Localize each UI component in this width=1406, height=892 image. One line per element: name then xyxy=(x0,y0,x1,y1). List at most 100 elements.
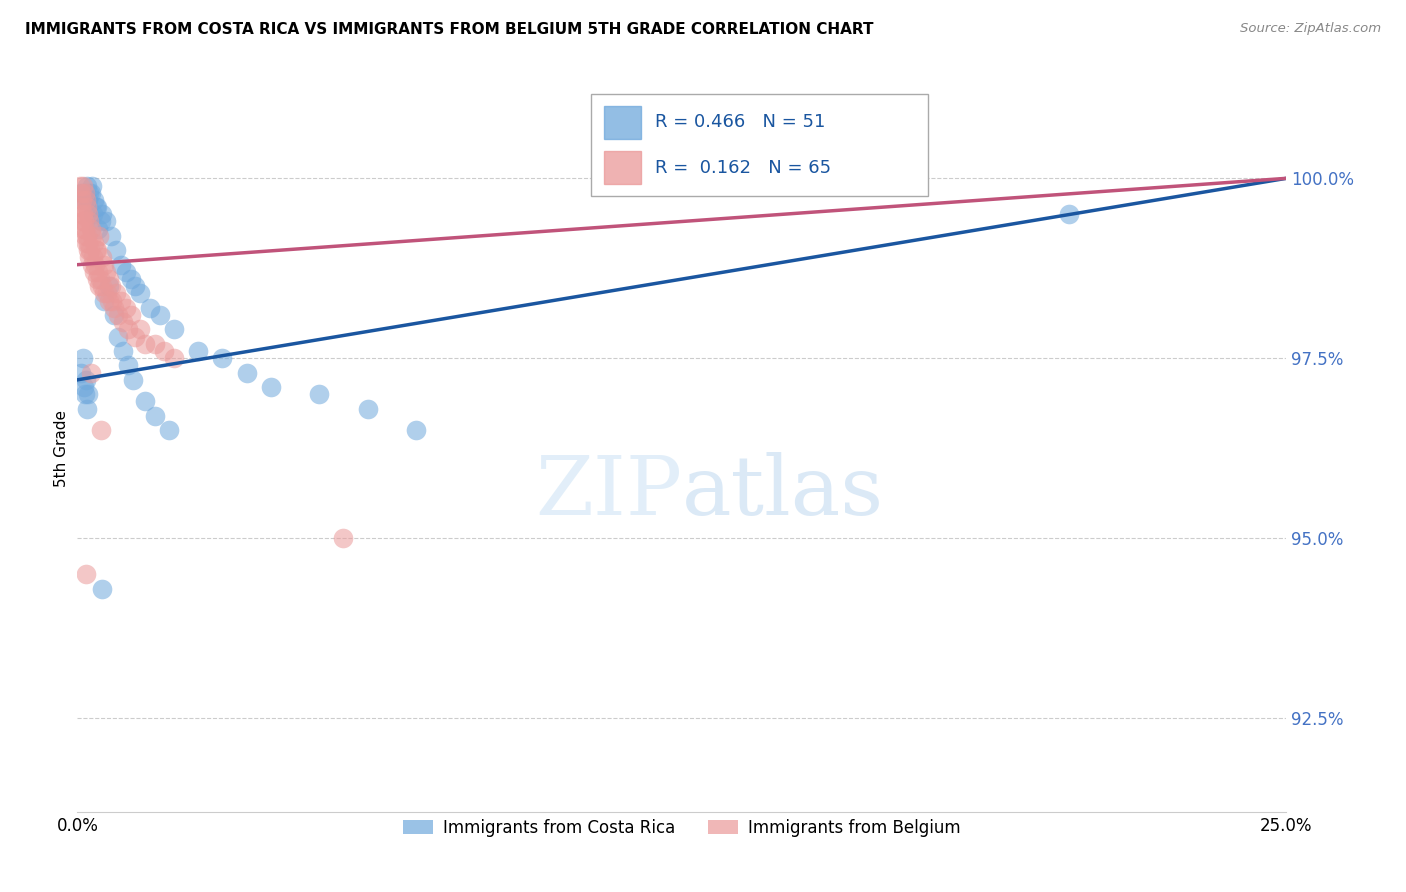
Point xyxy=(75,387,97,401)
Point xyxy=(76,228,98,243)
Point xyxy=(72,351,94,366)
Point xyxy=(120,308,142,322)
Point xyxy=(332,531,354,545)
Text: R = 0.466   N = 51: R = 0.466 N = 51 xyxy=(655,113,825,131)
Point xyxy=(96,286,118,301)
Point xyxy=(211,351,233,366)
Point xyxy=(97,272,120,286)
Point xyxy=(90,214,112,228)
Text: IMMIGRANTS FROM COSTA RICA VS IMMIGRANTS FROM BELGIUM 5TH GRADE CORRELATION CHAR: IMMIGRANTS FROM COSTA RICA VS IMMIGRANTS… xyxy=(25,22,873,37)
Point xyxy=(124,329,146,343)
Point xyxy=(110,293,132,308)
Point xyxy=(79,214,101,228)
Point xyxy=(97,279,120,293)
Point xyxy=(91,582,114,596)
Point xyxy=(356,401,378,416)
Point xyxy=(87,279,110,293)
Point xyxy=(110,258,132,272)
Point xyxy=(80,221,103,235)
Point xyxy=(77,236,100,251)
Point xyxy=(70,186,93,200)
Point xyxy=(69,200,91,214)
Point xyxy=(96,265,118,279)
Point xyxy=(93,258,115,272)
Point xyxy=(83,193,105,207)
Point xyxy=(90,423,112,437)
Point xyxy=(86,221,108,235)
Point xyxy=(107,329,129,343)
Point xyxy=(260,380,283,394)
Point xyxy=(86,200,108,214)
Point xyxy=(117,359,139,373)
Point xyxy=(91,279,114,293)
Point xyxy=(80,258,103,272)
Point xyxy=(70,207,93,221)
Point xyxy=(70,214,93,228)
Point xyxy=(129,322,152,336)
Point xyxy=(82,207,104,221)
Point xyxy=(75,236,97,251)
Point xyxy=(139,301,162,315)
Point xyxy=(84,258,107,272)
Point xyxy=(134,394,156,409)
Point xyxy=(112,315,135,329)
Point xyxy=(72,178,94,193)
Bar xyxy=(605,106,641,139)
Point xyxy=(90,207,112,221)
Point xyxy=(76,401,98,416)
Point xyxy=(76,178,98,193)
Point xyxy=(75,193,97,207)
Point xyxy=(163,351,186,366)
Point xyxy=(405,423,427,437)
Point xyxy=(75,373,97,387)
Point xyxy=(101,293,124,308)
Point xyxy=(114,301,136,315)
Point xyxy=(70,186,93,200)
Point xyxy=(97,293,120,308)
Point xyxy=(308,387,330,401)
Point xyxy=(100,228,122,243)
Point xyxy=(75,567,97,582)
Point xyxy=(69,178,91,193)
Point xyxy=(86,265,108,279)
Point xyxy=(79,251,101,265)
Point xyxy=(87,228,110,243)
Point xyxy=(163,322,186,336)
Point xyxy=(77,193,100,207)
Point xyxy=(1057,207,1080,221)
Point xyxy=(100,279,122,293)
Point xyxy=(153,344,176,359)
Point xyxy=(84,244,107,258)
Point xyxy=(77,207,100,221)
Point xyxy=(72,221,94,235)
Point xyxy=(79,186,101,200)
Text: atlas: atlas xyxy=(682,452,884,532)
Text: R =  0.162   N = 65: R = 0.162 N = 65 xyxy=(655,159,831,177)
Point xyxy=(103,308,125,322)
Point xyxy=(157,423,180,437)
Y-axis label: 5th Grade: 5th Grade xyxy=(53,409,69,487)
Point xyxy=(187,344,209,359)
Point xyxy=(96,214,118,228)
Point xyxy=(105,244,128,258)
Point xyxy=(77,244,100,258)
Point xyxy=(84,200,107,214)
Point xyxy=(148,308,170,322)
Point xyxy=(72,214,94,228)
Point xyxy=(93,286,115,301)
Point xyxy=(105,286,128,301)
Point xyxy=(143,409,166,423)
Point xyxy=(80,228,103,243)
FancyBboxPatch shape xyxy=(591,94,928,196)
Point xyxy=(83,265,105,279)
Point xyxy=(89,272,111,286)
Point xyxy=(122,373,145,387)
Point xyxy=(70,193,93,207)
Point xyxy=(72,207,94,221)
Point xyxy=(143,336,166,351)
Point xyxy=(90,251,112,265)
Point xyxy=(114,265,136,279)
Point xyxy=(93,293,115,308)
Point xyxy=(79,244,101,258)
Point xyxy=(80,178,103,193)
